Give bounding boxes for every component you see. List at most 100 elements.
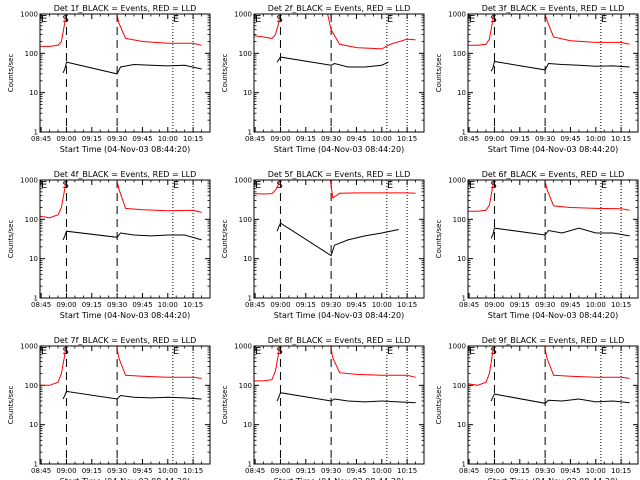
plot-area (254, 180, 416, 257)
x-tick-label: 09:00 (270, 467, 290, 475)
panel-title: Det 6f_BLACK = Events, RED = LLD (482, 170, 625, 179)
x-tick-label: 10:00 (372, 135, 392, 143)
plot-area (468, 346, 630, 404)
x-tick-label: 08:45 (31, 467, 51, 475)
x-axis-label: Start Time (04-Nov-03 08:44:20) (488, 477, 618, 480)
y-tick-label: 100 (453, 382, 466, 390)
y-tick-label: 10 (29, 255, 38, 263)
y-tick-label: 100 (239, 216, 252, 224)
y-axis-label: Counts/sec (7, 220, 15, 259)
marker-label-e: E (41, 180, 47, 191)
y-tick-label: 1000 (234, 177, 252, 185)
y-tick-label: 1000 (234, 11, 252, 19)
y-axis-label: Counts/sec (221, 220, 229, 259)
marker-label-s: S (276, 346, 282, 357)
lld-series-line (468, 180, 630, 212)
marker-label-e: E (469, 14, 475, 25)
plot-area (468, 14, 630, 72)
x-tick-label: 09:30 (321, 467, 341, 475)
y-tick-label: 100 (25, 216, 38, 224)
y-tick-label: 1 (34, 295, 38, 303)
x-axis-label: Start Time (04-Nov-03 08:44:20) (60, 311, 190, 320)
lld-series-line (254, 180, 416, 199)
y-axis-label: Counts/sec (221, 54, 229, 93)
x-axis-label: Start Time (04-Nov-03 08:44:20) (274, 477, 404, 480)
panel-5: Det 5f_BLACK = Events, RED = LLD Counts/s… (221, 170, 425, 320)
y-tick-label: 1000 (20, 11, 38, 19)
lld-series-line (254, 14, 416, 50)
plot-frame (39, 13, 211, 133)
y-tick-label: 1000 (448, 11, 466, 19)
x-tick-label: 09:15 (296, 301, 316, 309)
events-series-line (276, 222, 399, 257)
x-tick-label: 10:00 (586, 135, 606, 143)
marker-label-s: S (490, 346, 496, 357)
lld-series-line (254, 346, 416, 382)
y-axis-label: Counts/sec (7, 386, 15, 425)
x-tick-label: 09:45 (132, 135, 152, 143)
x-tick-label: 08:45 (245, 135, 265, 143)
plot-frame (253, 179, 425, 299)
y-tick-label: 1000 (20, 343, 38, 351)
panel-title: Det 3f_BLACK = Events, RED = LLD (482, 4, 625, 13)
y-tick-label: 10 (29, 89, 38, 97)
events-series-line (276, 56, 389, 68)
lld-series-line (468, 14, 630, 46)
x-tick-label: 10:00 (158, 301, 178, 309)
marker-label-e: E (469, 346, 475, 357)
y-tick-label: 1 (248, 461, 252, 469)
x-tick-label: 10:00 (372, 301, 392, 309)
x-tick-label: 10:15 (611, 467, 631, 475)
y-tick-label: 1000 (234, 343, 252, 351)
x-tick-label: 09:00 (484, 135, 504, 143)
panel-title: Det 9f_BLACK = Events, RED = LLD (482, 336, 625, 345)
x-axis-label: Start Time (04-Nov-03 08:44:20) (488, 311, 618, 320)
panel-title: Det 5f_BLACK = Events, RED = LLD (268, 170, 411, 179)
y-tick-label: 100 (239, 50, 252, 58)
x-tick-label: 08:45 (459, 301, 479, 309)
x-tick-label: 10:15 (183, 301, 203, 309)
plot-frame (39, 345, 211, 465)
panel-title: Det 8f_BLACK = Events, RED = LLD (268, 336, 411, 345)
x-tick-label: 09:30 (535, 467, 555, 475)
x-tick-label: 09:15 (510, 135, 530, 143)
x-axis-label: Start Time (04-Nov-03 08:44:20) (60, 145, 190, 154)
x-tick-label: 10:15 (397, 467, 417, 475)
x-tick-label: 10:15 (397, 301, 417, 309)
marker-label-e: E (601, 346, 607, 357)
x-tick-label: 10:15 (397, 135, 417, 143)
y-tick-label: 1 (462, 461, 466, 469)
lld-series-line (40, 180, 202, 219)
x-axis-label: Start Time (04-Nov-03 08:44:20) (274, 145, 404, 154)
x-tick-label: 09:45 (346, 301, 366, 309)
y-tick-label: 1 (462, 129, 466, 137)
marker-label-e: E (255, 14, 261, 25)
x-tick-label: 09:30 (535, 301, 555, 309)
panel-8: Det 8f_BLACK = Events, RED = LLD Counts/s… (221, 336, 425, 480)
y-tick-label: 10 (457, 421, 466, 429)
marker-label-e: E (173, 180, 179, 191)
events-series-line (276, 392, 416, 404)
plot-area (40, 180, 202, 241)
x-tick-label: 09:00 (484, 301, 504, 309)
events-series-line (62, 230, 202, 241)
lld-series-line (40, 346, 202, 386)
y-tick-label: 1000 (20, 177, 38, 185)
y-tick-label: 10 (457, 255, 466, 263)
x-axis-label: Start Time (04-Nov-03 08:44:20) (274, 311, 404, 320)
x-tick-label: 08:45 (459, 135, 479, 143)
x-tick-label: 09:15 (82, 467, 102, 475)
panel-4: Det 4f_BLACK = Events, RED = LLD Counts/s… (7, 170, 211, 320)
events-series-line (490, 393, 630, 404)
y-axis-label: Counts/sec (435, 220, 443, 259)
events-series-line (62, 390, 202, 400)
marker-label-e: E (173, 346, 179, 357)
panel-1: Det 1f_BLACK = Events, RED = LLD Counts/s… (7, 4, 211, 154)
marker-label-e: E (255, 180, 261, 191)
events-series-line (490, 227, 630, 239)
x-tick-label: 09:45 (346, 135, 366, 143)
x-tick-label: 09:00 (484, 467, 504, 475)
plot-frame (467, 345, 639, 465)
